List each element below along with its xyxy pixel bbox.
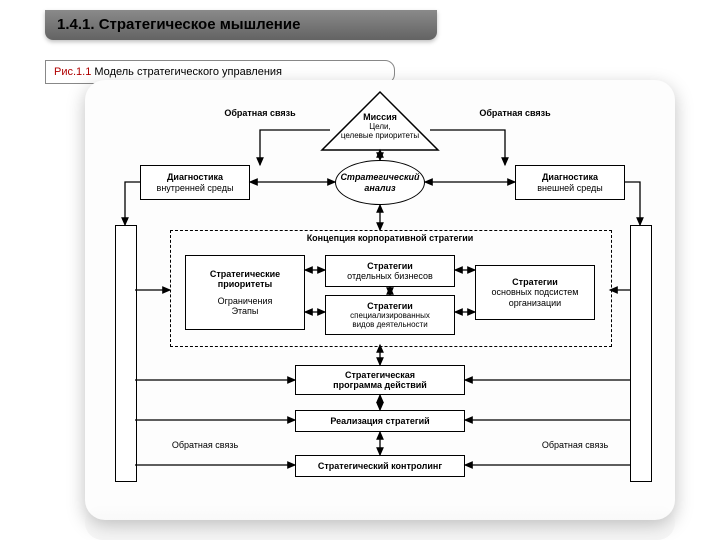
caption-ref: Рис.1.1 [54, 66, 91, 78]
concept-title: Концепция корпоративной стратегии [170, 233, 610, 243]
spec-sub: специализированных видов деятельности [350, 311, 430, 329]
realize-node: Реализация стратегий [295, 410, 465, 432]
controlling-title: Стратегический контролинг [318, 461, 442, 471]
realize-title: Реализация стратегий [330, 416, 429, 426]
priorities-node: Стратегические приоритеты Ограничения Эт… [185, 255, 305, 330]
diag-internal-title: Диагностика [167, 172, 223, 182]
priorities-title: Стратегические приоритеты [210, 269, 280, 290]
priorities-sub: Ограничения Этапы [218, 296, 273, 317]
strategic-management-diagram: Миссия Цели, целевые приоритеты Диагност… [85, 80, 675, 520]
slide: 1.4.1. Стратегическое мышление Рис.1.1 М… [0, 0, 720, 540]
mission-title: Миссия [335, 112, 425, 122]
subsys-sub: основных подсистем организации [492, 287, 579, 308]
feedback-label-br: Обратная связь [525, 440, 625, 450]
feedback-label-tr: Обратная связь [465, 108, 565, 118]
spec-node: Стратегии специализированных видов деяте… [325, 295, 455, 335]
mission-subtitle: Цели, целевые приоритеты [335, 122, 425, 140]
diag-internal-node: Диагностика внутренней среды [140, 165, 250, 200]
biz-sub: отдельных бизнесов [347, 271, 433, 281]
left-feedback-rail [115, 225, 137, 482]
diag-internal-sub: внутренней среды [157, 183, 234, 193]
biz-node: Стратегии отдельных бизнесов [325, 255, 455, 287]
caption-text: Модель стратегического управления [91, 66, 282, 78]
program-node: Стратегическая программа действий [295, 365, 465, 395]
program-sub: программа действий [333, 380, 427, 390]
reflection-effect [85, 505, 675, 540]
diag-external-sub: внешней среды [537, 183, 603, 193]
spec-title: Стратегии [367, 301, 413, 311]
analysis-node: Стратегический анализ [335, 160, 425, 205]
subsys-node: Стратегии основных подсистем организации [475, 265, 595, 320]
diag-external-title: Диагностика [542, 172, 598, 182]
biz-title: Стратегии [367, 261, 413, 271]
subsys-title: Стратегии [512, 277, 558, 287]
mission-node: Миссия Цели, целевые приоритеты [335, 112, 425, 140]
diag-external-node: Диагностика внешней среды [515, 165, 625, 200]
analysis-title: Стратегический [340, 172, 419, 182]
right-feedback-rail [630, 225, 652, 482]
slide-title: 1.4.1. Стратегическое мышление [57, 16, 300, 33]
controlling-node: Стратегический контролинг [295, 455, 465, 477]
feedback-label-bl: Обратная связь [155, 440, 255, 450]
feedback-label-tl: Обратная связь [210, 108, 310, 118]
analysis-sub: анализ [364, 183, 395, 193]
program-title: Стратегическая [345, 370, 415, 380]
slide-title-bar: 1.4.1. Стратегическое мышление [45, 10, 437, 40]
